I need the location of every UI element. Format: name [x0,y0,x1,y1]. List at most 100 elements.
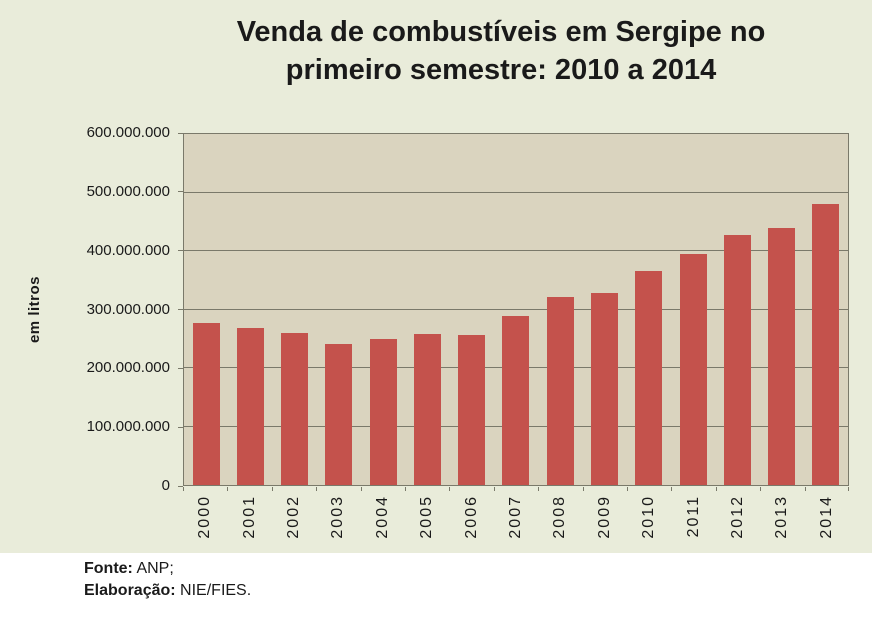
x-tick-mark [271,487,273,491]
y-tick-label: 300.000.000 [86,300,170,318]
bar [723,234,751,485]
y-tick-label: 500.000.000 [86,182,170,200]
bar [369,338,397,485]
x-tick-label: 2000 [196,495,214,539]
y-tick-mark [178,191,183,193]
x-axis-ticks [183,486,849,491]
bar-band [450,134,494,485]
bar [413,333,441,485]
x-tick-mark [582,487,584,491]
y-tick-label: 0 [161,477,170,494]
x-label-cell: 2000 [183,495,227,553]
bar [502,315,530,485]
x-tick-label: 2006 [462,495,480,539]
x-tick-label: 2011 [684,495,702,538]
bar [679,253,707,485]
bar [281,332,309,485]
x-tick-label: 2012 [729,495,747,539]
chart-title: Venda de combustíveis em Sergipe no prim… [140,13,862,89]
bar-band [671,134,715,485]
footer-elaboration-label: Elaboração: [84,582,176,599]
x-axis-labels: 2000 2001 2002 2003 2004 2005 2006 2007 2008 2009… [183,495,849,553]
bar-band [804,134,848,485]
x-tick-mark [848,487,849,491]
x-tick-mark [493,487,495,491]
bar [546,297,574,485]
x-tick-mark [360,487,362,491]
x-tick-label: 2014 [817,495,835,539]
bar-band [405,134,449,485]
y-tick-mark [178,367,183,369]
y-tick-label: 600.000.000 [86,124,170,141]
bar [458,335,486,485]
y-axis: 0 100.000.000 200.000.000 300.000.000 400.00… [0,124,183,494]
x-tick-mark [804,487,806,491]
bar [236,328,264,485]
x-label-cell: 2014 [805,495,849,553]
gridline [184,191,848,193]
footer-elaboration: Elaboração: NIE/FIES. [84,580,251,602]
x-label-cell: 2008 [538,495,582,553]
footer-source-label: Fonte: [84,560,133,577]
bar [635,271,663,485]
gridline [184,250,848,251]
y-tick-mark [178,250,183,252]
x-tick-mark [449,487,451,491]
bar [768,227,796,485]
bar-band [228,134,272,485]
footer-elaboration-value: NIE/FIES. [180,582,252,599]
x-tick-label: 2008 [551,495,569,539]
x-label-cell: 2012 [716,495,760,553]
x-tick-mark [760,487,762,491]
x-tick-label: 2010 [640,495,658,539]
x-label-cell: 2010 [627,495,671,553]
chart-title-line2: primeiro semestre: 2010 a 2014 [285,54,717,86]
x-tick-mark [404,487,406,491]
x-tick-label: 2003 [329,495,347,539]
bar [192,322,220,485]
bars-layer [184,134,848,485]
x-label-cell: 2006 [449,495,493,553]
x-label-cell: 2013 [760,495,804,553]
bar-band [317,134,361,485]
bar-band [494,134,538,485]
x-label-cell: 2002 [272,495,316,553]
x-tick-mark [316,487,318,491]
x-label-cell: 2007 [494,495,538,553]
bar-band [361,134,405,485]
x-tick-mark [538,487,540,491]
x-tick-label: 2005 [418,495,436,539]
y-tick-mark [178,132,183,134]
x-label-cell: 2011 [671,495,715,553]
bar-band [627,134,671,485]
plot-area [183,133,849,486]
y-tick-label: 200.000.000 [86,359,170,377]
y-tick-mark [178,309,183,310]
x-tick-label: 2004 [373,495,391,539]
x-tick-mark [671,487,673,491]
bar-band [538,134,582,485]
x-tick-label: 2002 [285,495,303,539]
x-label-cell: 2005 [405,495,449,553]
x-tick-label: 2001 [240,495,258,539]
bar-band [759,134,803,485]
x-tick-mark [626,487,628,491]
x-tick-label: 2007 [507,495,525,539]
y-tick-mark [178,485,183,487]
y-tick-label: 400.000.000 [86,241,170,259]
x-label-cell: 2004 [361,495,405,553]
gridline [184,308,848,310]
chart-title-line1: Venda de combustíveis em Sergipe no [236,16,766,48]
footer: Fonte: ANP; Elaboração: NIE/FIES. [84,558,251,602]
x-tick-label: 2013 [773,495,791,539]
chart-canvas: Venda de combustíveis em Sergipe no prim… [0,0,872,553]
bar [591,293,619,485]
x-label-cell: 2001 [227,495,271,553]
footer-source-value: ANP; [136,560,174,577]
footer-source: Fonte: ANP; [84,558,251,580]
x-label-cell: 2003 [316,495,360,553]
bar-band [184,134,228,485]
bar-band [582,134,626,485]
y-tick-mark [178,426,183,428]
x-tick-label: 2009 [595,495,613,539]
